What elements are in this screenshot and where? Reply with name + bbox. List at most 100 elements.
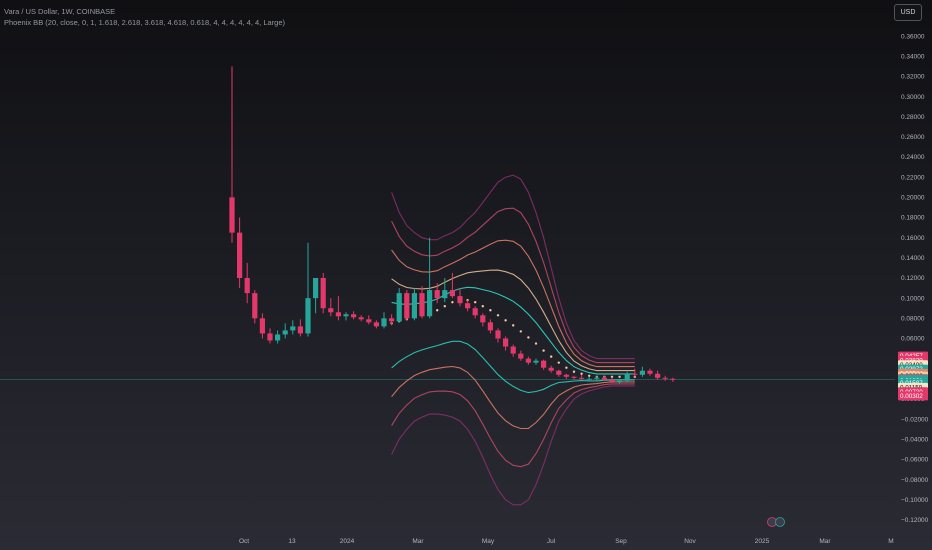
y-tick-label: −0.02000 xyxy=(901,416,929,423)
basis-dot xyxy=(512,324,515,327)
candle-body[interactable] xyxy=(556,370,562,375)
candle-body[interactable] xyxy=(503,338,509,347)
candle-body[interactable] xyxy=(358,317,364,320)
event-marker-icon[interactable] xyxy=(775,517,785,527)
y-tick-label: 0.30000 xyxy=(901,94,925,101)
candle-body[interactable] xyxy=(487,322,493,331)
basis-dot xyxy=(610,375,614,378)
x-tick-label: 2024 xyxy=(340,538,355,545)
x-tick-label: May xyxy=(482,538,495,545)
candle-body[interactable] xyxy=(259,318,265,334)
basis-dot xyxy=(451,300,454,304)
price-tag-label: 0.00302 xyxy=(900,393,923,400)
candle-body[interactable] xyxy=(639,370,645,375)
candle-body[interactable] xyxy=(624,373,630,381)
candle-body[interactable] xyxy=(275,334,281,341)
candle-body[interactable] xyxy=(389,318,395,322)
y-tick-label: 0.26000 xyxy=(901,134,925,141)
candle-body[interactable] xyxy=(320,278,326,309)
band-upper-4 xyxy=(391,269,635,372)
candle-body[interactable] xyxy=(449,290,455,297)
candle-body[interactable] xyxy=(632,373,638,375)
candle-body[interactable] xyxy=(594,377,600,379)
candle-body[interactable] xyxy=(267,333,273,341)
candle-body[interactable] xyxy=(662,377,668,379)
candle-body[interactable] xyxy=(541,360,547,368)
y-tick-label: −0.06000 xyxy=(901,457,929,464)
symbol-title[interactable]: Vara / US Dollar, 1W, COINBASE xyxy=(4,7,116,16)
y-tick-label: 0.12000 xyxy=(901,275,925,282)
candle-body[interactable] xyxy=(670,378,676,380)
candle-body[interactable] xyxy=(305,298,311,334)
basis-dot xyxy=(534,342,538,345)
candle-body[interactable] xyxy=(404,293,410,319)
candle-body[interactable] xyxy=(381,318,387,327)
candle-body[interactable] xyxy=(655,373,661,378)
x-tick-label: Jul xyxy=(547,538,556,545)
x-tick-label: Sep xyxy=(615,538,627,545)
candle-body[interactable] xyxy=(495,330,501,339)
candle-body[interactable] xyxy=(434,290,440,299)
band-upper-1 xyxy=(391,174,635,360)
candle-body[interactable] xyxy=(335,312,341,317)
candle-body[interactable] xyxy=(480,315,486,323)
candle-body[interactable] xyxy=(229,197,235,233)
x-tick-label: Mar xyxy=(819,538,831,545)
candle-body[interactable] xyxy=(237,232,243,278)
y-tick-label: 0.22000 xyxy=(901,174,925,181)
candle-body[interactable] xyxy=(396,293,402,322)
candle-body[interactable] xyxy=(533,360,539,363)
candle-body[interactable] xyxy=(290,326,296,331)
candle-body[interactable] xyxy=(601,377,607,380)
basis-dot xyxy=(542,349,545,352)
y-tick-label: 0.16000 xyxy=(901,235,925,242)
candle-body[interactable] xyxy=(465,303,471,309)
candle-body[interactable] xyxy=(419,293,425,317)
y-tick-label: 0.06000 xyxy=(901,336,925,343)
candle-body[interactable] xyxy=(442,290,448,299)
candle-body[interactable] xyxy=(457,296,463,304)
candle-body[interactable] xyxy=(472,308,478,316)
basis-dot xyxy=(572,370,576,373)
indicator-title[interactable]: Phoenix BB (20, close, 0, 1, 1.618, 2.61… xyxy=(4,18,286,27)
basis-dot xyxy=(588,374,591,377)
chart-legend: Vara / US Dollar, 1W, COINBASE Phoenix B… xyxy=(4,6,285,28)
basis-dot xyxy=(466,298,469,302)
candle-body[interactable] xyxy=(366,319,372,323)
basis-dot xyxy=(496,314,500,317)
candle-body[interactable] xyxy=(313,278,319,299)
candle-body[interactable] xyxy=(586,378,592,380)
candle-body[interactable] xyxy=(548,367,554,371)
y-tick-label: 0.18000 xyxy=(901,215,925,222)
band-lower-2 xyxy=(391,383,635,468)
currency-button[interactable]: USD xyxy=(894,4,922,21)
candle-body[interactable] xyxy=(510,346,516,354)
candle-body[interactable] xyxy=(252,293,258,319)
candle-body[interactable] xyxy=(373,322,379,327)
candle-body[interactable] xyxy=(244,278,250,294)
candle-body[interactable] xyxy=(411,293,417,319)
y-tick-label: −0.12000 xyxy=(901,517,929,524)
basis-dot xyxy=(527,336,530,339)
candle-body[interactable] xyxy=(518,353,524,359)
basis-dot xyxy=(504,319,507,322)
candle-body[interactable] xyxy=(297,326,303,334)
basis-dot xyxy=(519,330,522,333)
candle-body[interactable] xyxy=(525,358,531,363)
candle-body[interactable] xyxy=(609,379,615,382)
candle-body[interactable] xyxy=(647,370,653,374)
y-tick-label: −0.10000 xyxy=(901,497,929,504)
candle-body[interactable] xyxy=(328,308,334,313)
candle-body[interactable] xyxy=(579,377,585,379)
candle-body[interactable] xyxy=(343,314,349,317)
y-tick-label: 0.32000 xyxy=(901,74,925,81)
candle-body[interactable] xyxy=(282,330,288,335)
y-tick-label: 0.24000 xyxy=(901,154,925,161)
candle-body[interactable] xyxy=(427,290,433,317)
y-tick-label: 0.34000 xyxy=(901,53,925,60)
candle-body[interactable] xyxy=(351,314,357,318)
candle-body[interactable] xyxy=(571,376,577,378)
candle-body[interactable] xyxy=(617,380,623,382)
candle-body[interactable] xyxy=(563,374,569,377)
